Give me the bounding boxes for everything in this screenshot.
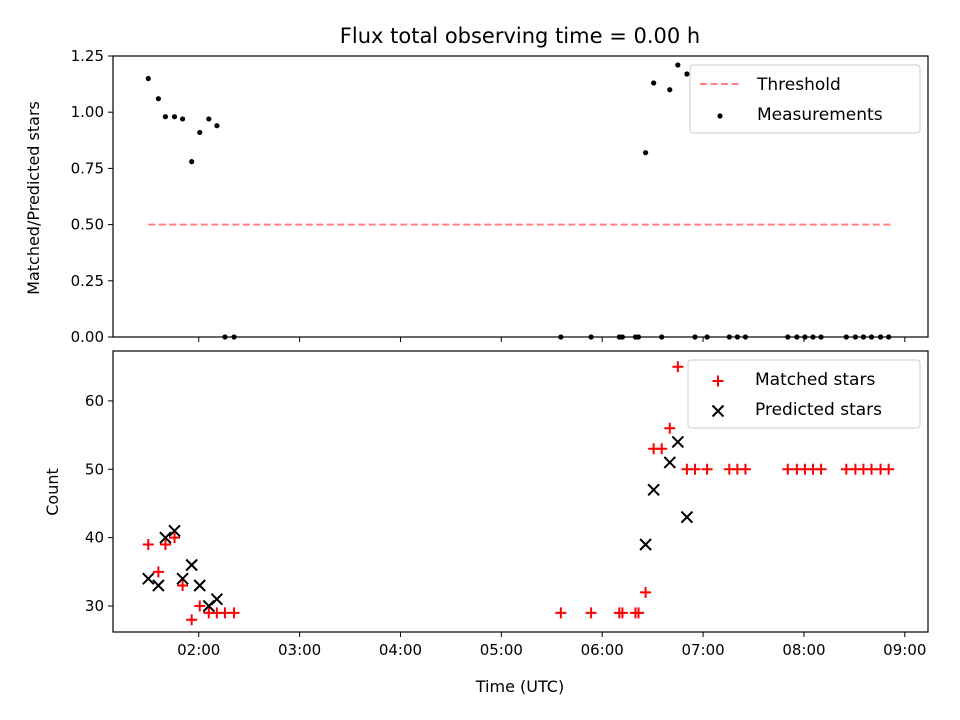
matched-stars-point bbox=[152, 566, 164, 578]
matched-stars-point bbox=[555, 607, 567, 619]
bottom-axes-frame bbox=[112, 350, 929, 633]
measurements-point bbox=[155, 96, 161, 102]
x-tick-label: 09:00 bbox=[883, 641, 926, 659]
matched-stars-point bbox=[815, 463, 827, 475]
x-tick-label: 02:00 bbox=[177, 641, 220, 659]
top-legend-box bbox=[689, 64, 921, 134]
matched-stars-point bbox=[672, 361, 684, 373]
predicted-stars-point bbox=[142, 572, 155, 585]
x-tick-label: 08:00 bbox=[782, 641, 825, 659]
top-y-tick-label: 1.00 bbox=[71, 103, 104, 121]
matched-stars-point bbox=[585, 607, 597, 619]
matched-stars-point bbox=[633, 607, 645, 619]
predicted-stars-point bbox=[176, 572, 189, 585]
top-legend: Threshold Measurements bbox=[689, 64, 921, 134]
predicted-stars-point bbox=[152, 579, 165, 592]
matched-stars-legend-label: Matched stars bbox=[755, 370, 875, 390]
measurements-point bbox=[162, 114, 169, 120]
predicted-stars-legend-label: Predicted stars bbox=[755, 400, 882, 420]
measurements-point bbox=[171, 114, 178, 120]
matched-stars-point bbox=[194, 600, 206, 612]
matched-stars-point bbox=[177, 580, 189, 592]
bottom-y-tick-label: 40 bbox=[85, 529, 104, 547]
matched-stars-point bbox=[664, 422, 676, 434]
top-y-tick-label: 0.75 bbox=[71, 159, 104, 177]
matched-stars-point bbox=[640, 586, 652, 598]
predicted-stars-point bbox=[193, 579, 206, 592]
bottom-y-tick-label: 30 bbox=[85, 597, 104, 615]
matched-stars-point bbox=[142, 538, 154, 550]
predicted-stars-point bbox=[159, 531, 172, 544]
x-tick-label: 06:00 bbox=[581, 641, 624, 659]
bottom-legend-box bbox=[687, 359, 921, 429]
bottom-y-tick-label: 50 bbox=[85, 460, 104, 478]
measurements-point bbox=[667, 87, 673, 93]
measurements-point bbox=[189, 159, 195, 165]
measurements-legend-label: Measurements bbox=[757, 105, 883, 125]
matched-stars-point bbox=[701, 463, 713, 475]
measurements-point bbox=[214, 123, 220, 129]
matched-stars-legend-swatch bbox=[712, 375, 724, 387]
predicted-stars-legend-swatch bbox=[711, 404, 725, 418]
top-y-tick-label: 0.50 bbox=[71, 216, 104, 234]
matched-stars-point bbox=[159, 538, 171, 550]
bottom-y-tick-label: 60 bbox=[85, 392, 104, 410]
top-y-tick-label: 0.00 bbox=[71, 328, 104, 346]
top-y-tick-label: 1.25 bbox=[71, 47, 104, 65]
x-tick-label: 03:00 bbox=[278, 641, 321, 659]
predicted-stars-point bbox=[647, 483, 660, 496]
top-panel: 0.00 0.25 0.50 0.75 1.00 1.25 Threshold Measure… bbox=[71, 47, 929, 346]
bottom-y-axis-label: Count bbox=[43, 468, 62, 516]
x-tick-label: 04:00 bbox=[379, 641, 422, 659]
measurements-point bbox=[675, 62, 681, 68]
predicted-stars-point bbox=[185, 558, 198, 572]
measurements-point bbox=[642, 150, 649, 156]
top-y-axis-label: Matched/Predicted stars bbox=[24, 101, 43, 295]
matched-stars-point bbox=[739, 463, 751, 475]
matched-stars-point bbox=[169, 532, 181, 544]
matched-stars-point bbox=[186, 614, 198, 626]
matched-stars-point bbox=[883, 463, 895, 475]
x-axis-label: Time (UTC) bbox=[475, 677, 564, 696]
predicted-stars-point bbox=[168, 524, 181, 538]
x-tick-label: 05:00 bbox=[480, 641, 523, 659]
measurements-point bbox=[179, 116, 186, 122]
matched-stars-point bbox=[616, 607, 628, 619]
predicted-stars-point bbox=[671, 435, 685, 449]
matched-stars-point bbox=[689, 463, 701, 475]
bottom-panel: 30 40 50 60 02:00 03:00 04:00 05:00 06:00 07:00 08… bbox=[85, 350, 929, 659]
bottom-legend: Matched stars Predicted stars bbox=[687, 359, 921, 429]
threshold-legend-label: Threshold bbox=[756, 75, 841, 95]
measurements-point bbox=[197, 129, 203, 136]
top-y-tick-label: 0.25 bbox=[71, 272, 104, 290]
predicted-stars-point bbox=[639, 538, 652, 551]
predicted-stars-point bbox=[680, 510, 694, 524]
x-tick-label: 07:00 bbox=[681, 641, 724, 659]
matched-stars-point bbox=[656, 443, 668, 455]
top-axes-frame bbox=[112, 55, 929, 338]
matched-stars-point bbox=[228, 607, 240, 619]
measurements-point bbox=[206, 116, 212, 122]
measurements-point bbox=[651, 80, 657, 86]
chart-title: Flux total observing time = 0.00 h bbox=[340, 24, 700, 48]
predicted-stars-point bbox=[663, 456, 676, 469]
measurements-point bbox=[684, 71, 690, 77]
measurements-legend-swatch bbox=[717, 113, 723, 119]
measurements-point bbox=[145, 75, 151, 82]
predicted-stars-point bbox=[210, 592, 224, 606]
